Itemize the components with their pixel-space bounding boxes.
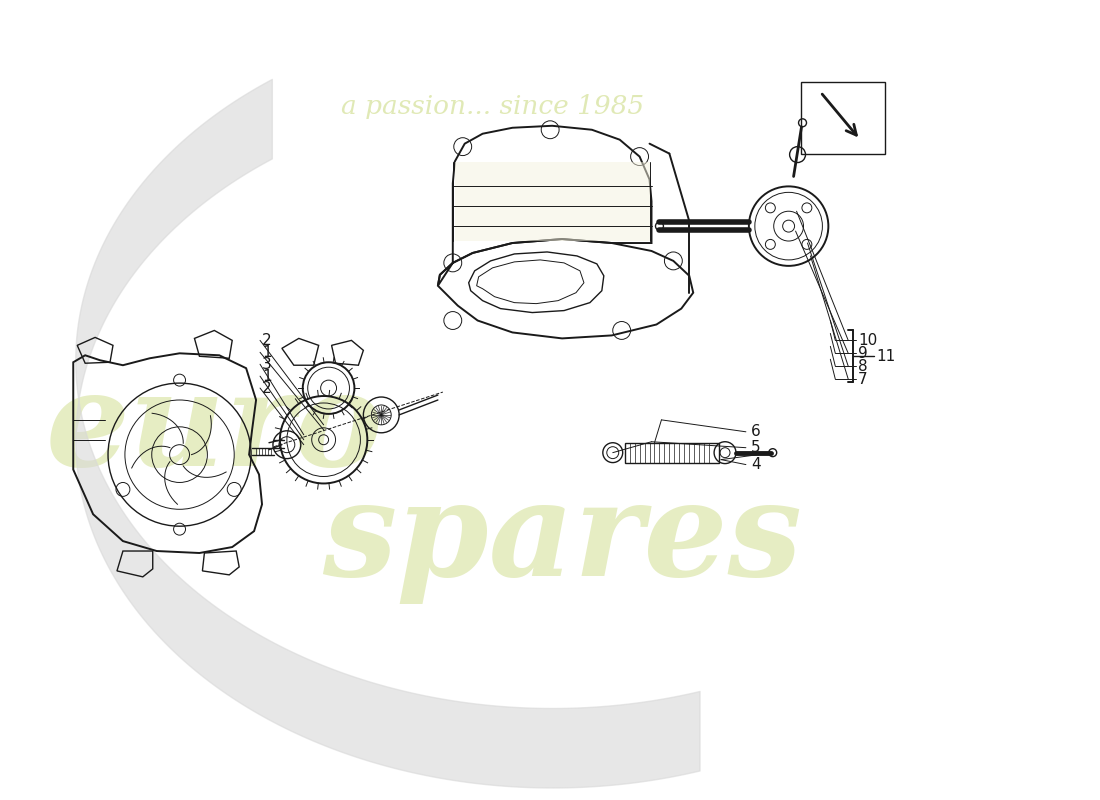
Text: 3: 3 [262, 357, 272, 372]
Text: 10: 10 [858, 333, 878, 348]
Text: 8: 8 [858, 358, 868, 374]
Text: 2: 2 [262, 333, 272, 348]
Text: 5: 5 [751, 440, 760, 455]
Text: 7: 7 [858, 372, 868, 386]
Text: 1: 1 [262, 369, 272, 384]
Text: 11: 11 [876, 349, 895, 364]
Bar [625, 442, 719, 462]
Text: 6: 6 [751, 424, 760, 439]
Text: spares: spares [322, 474, 802, 603]
Text: 2: 2 [262, 381, 272, 395]
Text: 4: 4 [751, 457, 760, 472]
Polygon shape [454, 162, 649, 241]
Text: 1: 1 [262, 345, 272, 360]
Text: euro: euro [45, 366, 383, 494]
Text: a passion... since 1985: a passion... since 1985 [341, 94, 645, 119]
Text: 9: 9 [858, 346, 868, 361]
